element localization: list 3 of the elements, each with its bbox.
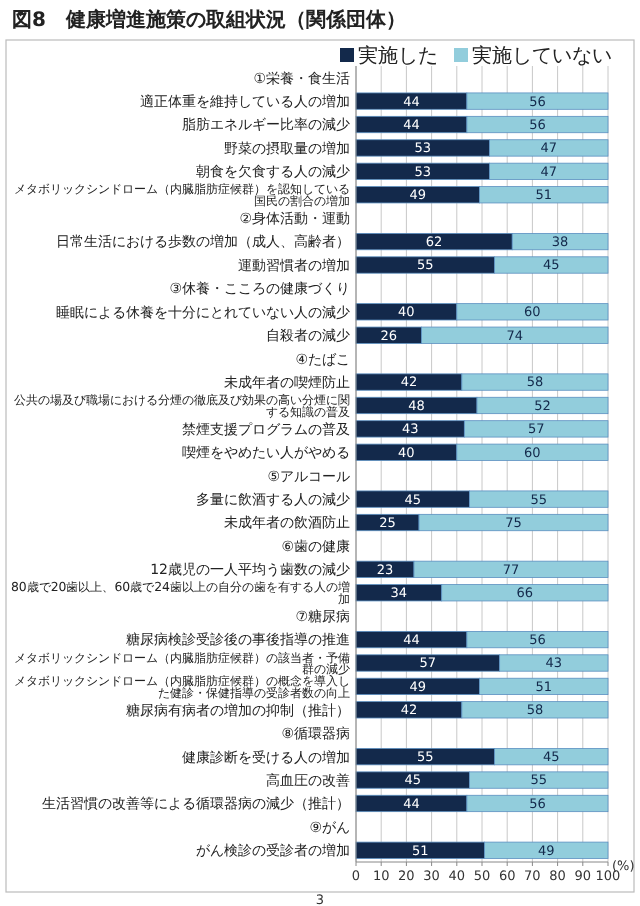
legend-label: 実施していない (472, 44, 612, 68)
chart-title: 図8 健康増進施策の取組状況（関係団体） (12, 8, 406, 32)
legend-label: 実施した (358, 44, 438, 68)
